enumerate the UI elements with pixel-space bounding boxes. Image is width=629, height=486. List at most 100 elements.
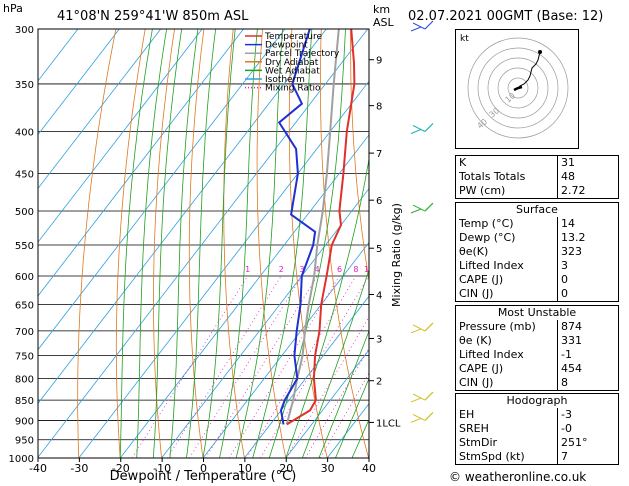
hodograph-ring-label: 30 bbox=[488, 106, 502, 119]
legend-entry: Temperature bbox=[264, 32, 322, 42]
wind-barb bbox=[424, 322, 434, 332]
dry-adiabat bbox=[350, 29, 369, 284]
wet-adiabat bbox=[119, 29, 153, 458]
pressure-tick-label: 350 bbox=[15, 80, 34, 91]
pressure-tick-label: 1000 bbox=[9, 454, 34, 465]
hodo-row-label: StmSpd (kt) bbox=[455, 450, 558, 465]
pressure-tick-label: 950 bbox=[15, 436, 34, 447]
km-tick-label: 7 bbox=[376, 149, 382, 160]
km-tick-label: 3 bbox=[376, 334, 382, 345]
hodograph-ring-label: 10 bbox=[504, 91, 518, 104]
mu-row-label: CAPE (J) bbox=[455, 362, 558, 376]
isotherm-line bbox=[244, 295, 369, 458]
temperature-line bbox=[286, 29, 356, 426]
surface-row-label: Temp (°C) bbox=[455, 217, 558, 231]
surface-row-value: 323 bbox=[557, 245, 619, 259]
mixing-ratio-line bbox=[167, 275, 282, 458]
isotherm-line bbox=[285, 349, 369, 458]
mu-row-value: 454 bbox=[557, 362, 619, 376]
hodo-row-value: 7 bbox=[557, 450, 619, 465]
hodograph-unit: kt bbox=[460, 34, 469, 44]
x-tick-label: -20 bbox=[112, 462, 130, 475]
x-tick-label: 10 bbox=[238, 462, 252, 475]
surface-row-value: 13.2 bbox=[557, 231, 619, 245]
legend-entry: Wet Adiabat bbox=[265, 66, 320, 76]
wind-barb bbox=[424, 391, 434, 401]
km-tick-label: 8 bbox=[376, 102, 382, 113]
hodo-row-value: 251° bbox=[557, 436, 619, 450]
hodograph-table: Hodograph EH -3 SREH -0 StmDir 251° StmSpd … bbox=[455, 393, 619, 465]
hodo-row-label: SREH bbox=[455, 422, 558, 436]
pressure-tick-label: 900 bbox=[15, 416, 34, 427]
wind-barb-flag bbox=[412, 22, 426, 30]
most-unstable-title: Most Unstable bbox=[455, 305, 619, 320]
wind-barb-flag bbox=[412, 324, 426, 332]
surface-row-label: CIN (J) bbox=[455, 287, 558, 302]
wind-barb-flag bbox=[412, 393, 426, 401]
mixing-ratio-line bbox=[246, 275, 357, 458]
mu-row-value: 874 bbox=[557, 320, 619, 334]
isotherm-line bbox=[202, 241, 369, 458]
km-tick-label: 1LCL bbox=[376, 418, 401, 429]
wet-adiabat bbox=[219, 29, 258, 458]
mixing-ratio-label: 6 bbox=[337, 265, 342, 274]
mu-row-label: CIN (J) bbox=[455, 376, 558, 391]
pressure-tick-label: 550 bbox=[15, 241, 34, 252]
surface-row-label: Dewp (°C) bbox=[455, 231, 558, 245]
x-tick-label: 0 bbox=[200, 462, 207, 475]
isotherm-line bbox=[161, 187, 369, 458]
surface-row-label: θe(K) bbox=[455, 245, 558, 259]
isotherm-line bbox=[38, 29, 203, 243]
k-index-value: 31 bbox=[557, 155, 619, 170]
surface-row-label: Lifted Index bbox=[455, 259, 558, 273]
dewpoint-line bbox=[277, 29, 317, 425]
dry-adiabat bbox=[188, 29, 205, 458]
km-unit: km bbox=[373, 3, 390, 16]
x-tick-label: 30 bbox=[321, 462, 335, 475]
wind-barb-flag bbox=[410, 397, 422, 403]
surface-row-label: CAPE (J) bbox=[455, 273, 558, 287]
x-tick-label: 20 bbox=[279, 462, 293, 475]
dry-adiabat bbox=[115, 29, 146, 458]
mixing-ratio-label: 2 bbox=[279, 265, 284, 274]
legend-entry: Dry Adiabat bbox=[265, 58, 319, 68]
surface-table: Surface Temp (°C) 14 Dewp (°C) 13.2 θe(K) 3… bbox=[455, 202, 619, 302]
km-tick-label: 4 bbox=[376, 290, 382, 301]
dry-adiabat bbox=[319, 29, 369, 458]
wet-adiabat bbox=[202, 29, 236, 458]
wind-barb bbox=[424, 412, 434, 421]
mu-row-label: Lifted Index bbox=[455, 348, 558, 362]
dry-adiabat bbox=[77, 29, 117, 458]
x-tick-label: 40 bbox=[362, 462, 376, 475]
hpa-unit: hPa bbox=[3, 2, 23, 15]
pw-label: PW (cm) bbox=[455, 184, 558, 199]
wet-adiabat bbox=[136, 29, 167, 458]
pressure-tick-label: 850 bbox=[15, 396, 34, 407]
isotherm-line bbox=[38, 29, 79, 82]
x-axis-label: Dewpoint / Temperature (°C) bbox=[110, 469, 297, 484]
legend-entry: Mixing Ratio bbox=[265, 84, 321, 94]
mixing-ratio-line bbox=[205, 275, 318, 458]
wet-adiabat bbox=[318, 329, 369, 458]
pressure-tick-label: 650 bbox=[15, 301, 34, 312]
mixing-ratio-label: 3 bbox=[299, 265, 304, 274]
mu-row-label: Pressure (mb) bbox=[455, 320, 558, 334]
datetime-title: 02.07.2021 00GMT (Base: 12) bbox=[408, 9, 604, 24]
mixing-ratio-label: 1 bbox=[245, 265, 250, 274]
km-tick-label: 6 bbox=[376, 196, 382, 207]
totals-value: 48 bbox=[557, 170, 619, 184]
hodograph-ring-label: 40 bbox=[476, 117, 490, 130]
hodo-row-label: StmDir bbox=[455, 436, 558, 450]
pressure-tick-label: 400 bbox=[15, 128, 34, 139]
hodo-row-label: EH bbox=[455, 408, 558, 422]
mu-row-value: 8 bbox=[557, 376, 619, 391]
k-index-label: K bbox=[455, 155, 558, 170]
pressure-tick-label: 500 bbox=[15, 207, 34, 218]
pressure-tick-label: 600 bbox=[15, 272, 34, 283]
mixing-ratio-label: 25 bbox=[420, 265, 430, 274]
wet-adiabat bbox=[335, 377, 369, 458]
storm-motion-marker bbox=[513, 85, 523, 92]
mixing-ratio-line bbox=[189, 275, 303, 458]
mixing-ratio-axis-label: Mixing Ratio (g/kg) bbox=[390, 203, 403, 307]
hodograph-trace bbox=[517, 51, 541, 89]
